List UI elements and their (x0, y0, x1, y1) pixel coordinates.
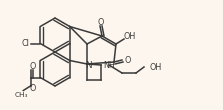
Text: N: N (85, 61, 91, 70)
Text: O: O (98, 17, 104, 27)
Text: OH: OH (124, 31, 136, 40)
Text: O: O (125, 56, 131, 64)
Text: OH: OH (150, 62, 162, 72)
Text: CH₃: CH₃ (14, 92, 28, 97)
Text: NH: NH (103, 61, 115, 70)
Text: O: O (29, 62, 35, 71)
Text: O: O (29, 84, 35, 93)
Text: Cl: Cl (21, 39, 29, 48)
